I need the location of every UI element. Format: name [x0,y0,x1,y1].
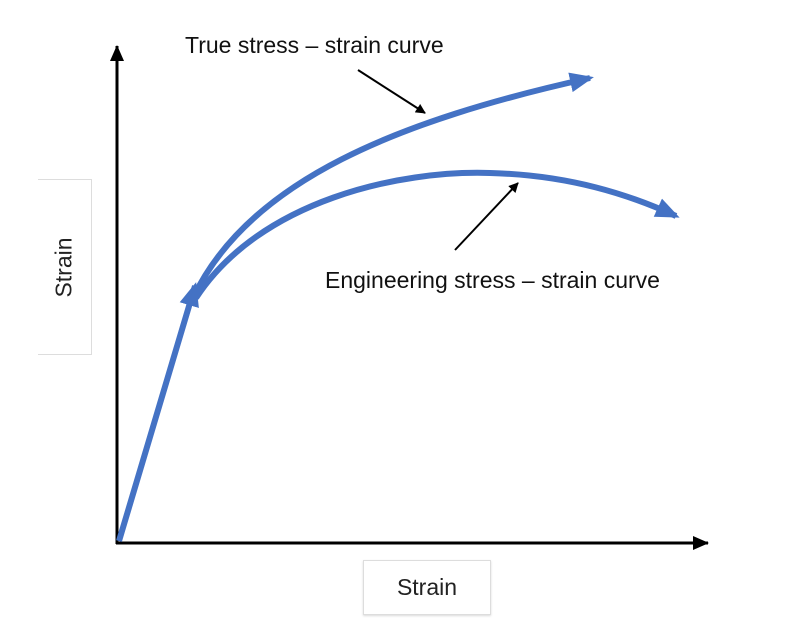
x-axis-label: Strain [396,574,458,600]
elastic-line [116,282,199,542]
y-axis-label-box: Strain [38,179,92,355]
true-curve-label: True stress – strain curve [185,32,444,58]
y-axis-label: Strain [51,236,77,298]
engineering-stress-strain-curve [193,169,680,300]
true-stress-strain-curve [191,72,594,298]
x-axis-label-box: Strain [363,560,491,615]
engineering-curve-label: Engineering stress – strain curve [325,267,660,293]
true-curve-pointer-arrow [357,69,426,114]
engineering-curve-pointer-arrow [454,182,519,251]
